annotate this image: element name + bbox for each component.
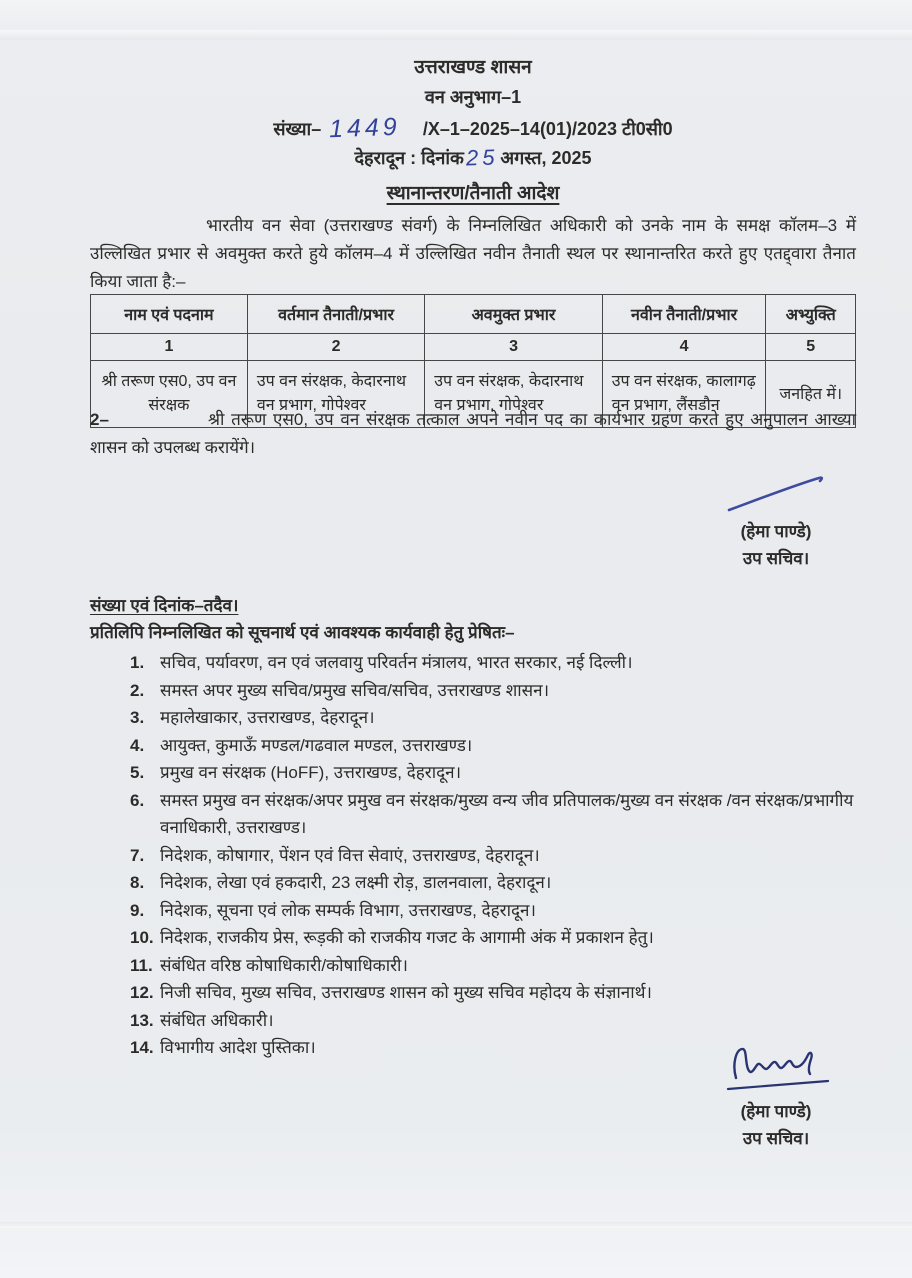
- col-number: 4: [601, 333, 767, 361]
- table-row: श्री तरूण एस0, उप वन संरक्षक उप वन संरक्…: [90, 360, 856, 428]
- signature-scribble: [726, 1047, 830, 1091]
- list-item: 11. संबंधित वरिष्ठ कोषाधिकारी/कोषाधिकारी।: [130, 955, 408, 975]
- cell-remarks: जनहित में।: [765, 360, 856, 428]
- list-item: 8. निदेशक, लेखा एवं हकदारी, 23 लक्ष्मी रो…: [130, 873, 552, 892]
- signatory-designation: उप सचिव।: [742, 1129, 810, 1148]
- handwritten-date: 25: [465, 144, 499, 171]
- list-item: 7. निदेशक, कोषागार, पेंशन एवं वित्त सेवाए…: [130, 845, 540, 865]
- signatory-designation: उप सचिव।: [742, 549, 810, 568]
- date-rest: अगस्त, 2025: [500, 148, 592, 168]
- distribution-list: 1. सचिव, पर्यावरण, वन एवं जलवायु परिवर्तन…: [90, 649, 856, 1062]
- cell-officer-name: श्री तरूण एस0, उप वन संरक्षक: [90, 360, 248, 428]
- letterhead: उत्तराखण्ड शासन वन अनुभाग–1 संख्या– 1449 /…: [90, 54, 856, 171]
- reference-number-rest: /X–1–2025–14(01)/2023 टी0सी0: [422, 119, 673, 139]
- col-number: 2: [246, 333, 426, 361]
- place-date-line: देहरादून : दिनांक25अगस्त, 2025: [90, 144, 856, 171]
- reference-number-label: संख्या–: [273, 119, 322, 139]
- endorsement-ref-line: संख्या एवं दिनांक–तदैव।: [90, 596, 239, 615]
- signature-block-top: (हेमा पाण्डे) उप सचिव।: [692, 470, 860, 572]
- department-section: वन अनुभाग–1: [424, 87, 522, 107]
- col-number: 3: [424, 333, 603, 361]
- col-number: 1: [90, 333, 248, 361]
- cell-current-posting: उप वन संरक्षक, केदारनाथ वन प्रभाग, गोपेश…: [246, 360, 426, 428]
- list-item: 12. निजी सचिव, मुख्य सचिव, उत्तराखण्ड शास…: [130, 983, 652, 1002]
- col-number: 5: [765, 333, 856, 361]
- signatory-name: (हेमा पाण्डे): [740, 522, 812, 541]
- endorsement-section: संख्या एवं दिनांक–तदैव। प्रतिलिपि निम्नल…: [90, 592, 856, 1062]
- col-header-current-posting: वर्तमान तैनाती/प्रभार: [246, 294, 426, 334]
- cell-new-posting: उप वन संरक्षक, कालागढ़ वन प्रभाग, लैंसडौ…: [601, 360, 767, 428]
- order-paragraph-1: भारतीय वन सेवा (उत्तराखण्ड संवर्ग) के नि…: [90, 216, 856, 291]
- reference-number-line: संख्या– 1449/X–1–2025–14(01)/2023 टी0सी0: [90, 112, 856, 144]
- signature-stroke: [727, 476, 824, 512]
- list-item: 4. आयुक्त, कुमाऊँ मण्डल/गढवाल मण्डल, उत्त…: [130, 735, 473, 755]
- list-item: 9. निदेशक, सूचना एवं लोक सम्पर्क विभाग, उ…: [130, 900, 536, 920]
- list-item: 2. समस्त अपर मुख्य सचिव/प्रमुख सचिव/सचिव,…: [130, 680, 550, 700]
- col-header-relieved-charge: अवमुक्त प्रभार: [424, 294, 603, 334]
- list-item: 6. समस्त प्रमुख वन संरक्षक/अपर प्रमुख वन …: [130, 790, 854, 838]
- signature-block-bottom: (हेमा पाण्डे) उप सचिव।: [692, 1040, 860, 1152]
- signatory-name: (हेमा पाण्डे): [740, 1102, 812, 1121]
- table-number-row: 1 2 3 4 5: [90, 333, 856, 361]
- col-header-new-posting: नवीन तैनाती/प्रभार: [601, 294, 767, 334]
- list-item: 1. सचिव, पर्यावरण, वन एवं जलवायु परिवर्तन…: [130, 653, 633, 672]
- transfer-table: नाम एवं पदनाम वर्तमान तैनाती/प्रभार अवमु…: [90, 294, 856, 428]
- handwritten-order-number: 1449: [328, 112, 402, 144]
- list-item: 13. संबंधित अधिकारी।: [130, 1010, 274, 1030]
- place-date-prefix: देहरादून : दिनांक: [354, 148, 464, 168]
- list-item: 5. प्रमुख वन संरक्षक (HoFF), उत्तराखण्ड, …: [130, 763, 462, 782]
- government-name: उत्तराखण्ड शासन: [414, 57, 532, 78]
- order-title: स्थानान्तरण/तैनाती आदेश: [386, 183, 560, 204]
- copy-forwarded-line: प्रतिलिपि निम्नलिखित को सूचनार्थ एवं आवश…: [90, 623, 515, 642]
- transfer-table-wrap: नाम एवं पदनाम वर्तमान तैनाती/प्रभार अवमु…: [90, 294, 856, 428]
- col-header-remarks: अभ्युक्ति: [765, 294, 856, 334]
- col-header-name: नाम एवं पदनाम: [90, 294, 248, 334]
- order-paragraph-2: 2– श्री तरूण एस0, उप वन संरक्षक तत्काल अ…: [90, 406, 856, 462]
- list-item: 14. विभागीय आदेश पुस्तिका।: [130, 1038, 316, 1057]
- paragraph-number: 2–: [90, 410, 109, 429]
- cell-relieved-charge: उप वन संरक्षक, केदारनाथ वन प्रभाग, गोपेश…: [424, 360, 603, 428]
- list-item: 3. महालेखाकार, उत्तराखण्ड, देहरादून।: [130, 708, 375, 727]
- table-header-row: नाम एवं पदनाम वर्तमान तैनाती/प्रभार अवमु…: [90, 294, 856, 334]
- list-item: 10. निदेशक, राजकीय प्रेस, रूड़की को राजकी…: [130, 928, 654, 947]
